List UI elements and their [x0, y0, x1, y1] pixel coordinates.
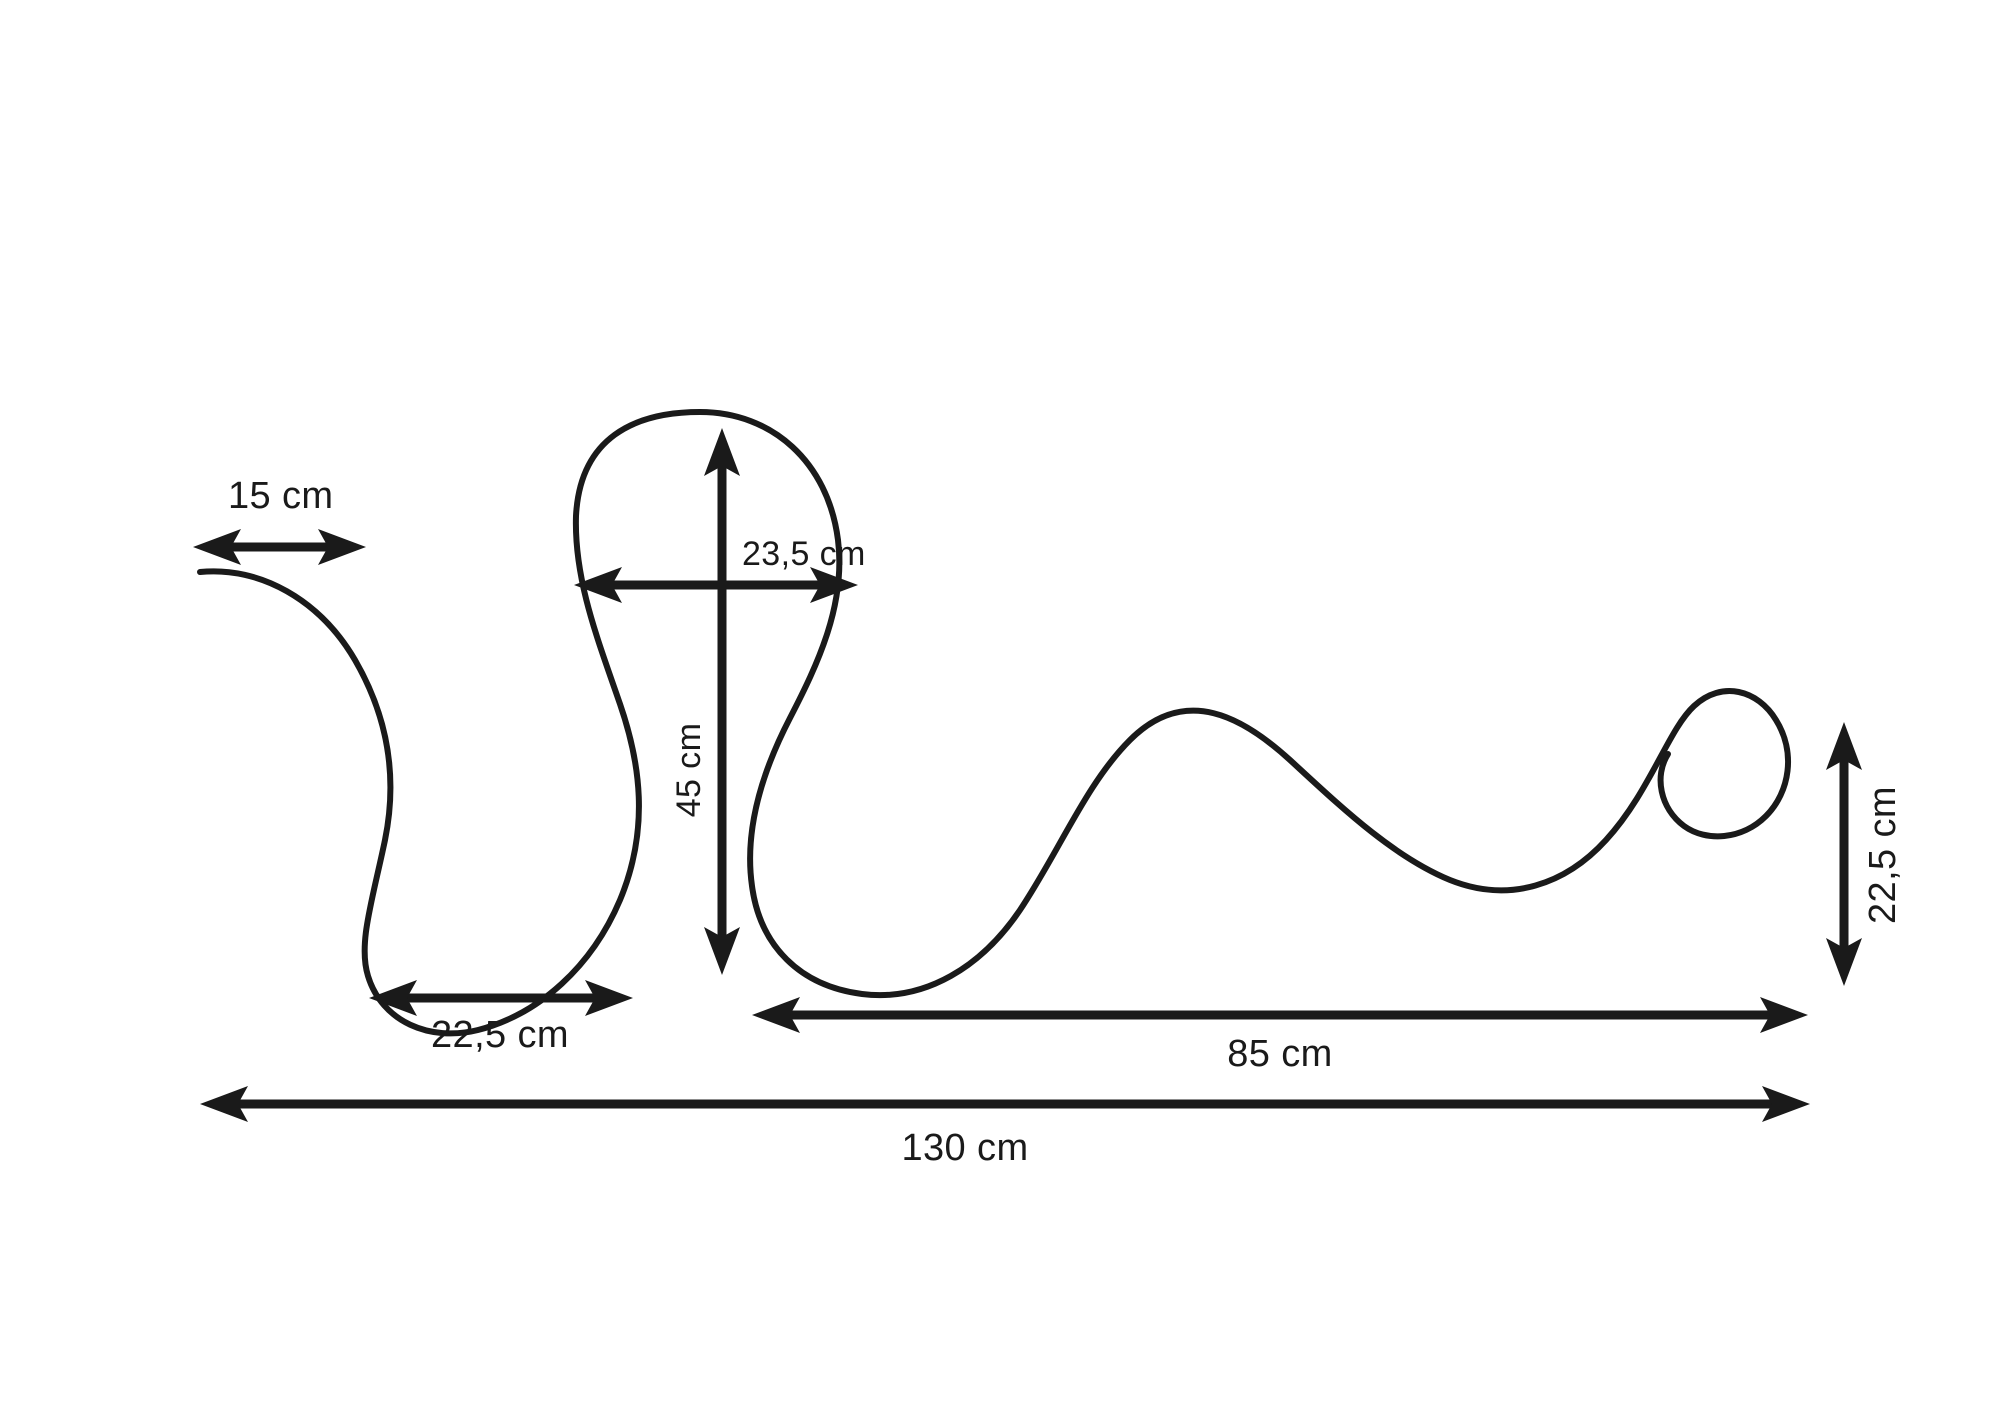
dimension-label-22-5cm-right: 22,5 cm	[1862, 786, 1904, 924]
arrow-head-left-22-5cm-left	[369, 980, 417, 1016]
dimension-label-85cm: 85 cm	[1227, 1033, 1332, 1075]
arrow-head-left-85cm	[752, 997, 800, 1033]
arrow-head-left-15cm	[193, 529, 241, 565]
arrow-head-right-23-5cm	[810, 567, 858, 603]
arrow-head-right-85cm	[1760, 997, 1808, 1033]
arrow-head-left-23-5cm	[574, 567, 622, 603]
dimension-22-5cm-left: 22,5 cm	[369, 980, 633, 1056]
snake-outline-group	[197, 409, 1791, 1037]
arrow-head-right-15cm	[318, 529, 366, 565]
arrow-head-bottom-45cm	[704, 927, 740, 975]
dimension-label-130cm: 130 cm	[901, 1127, 1028, 1169]
dimension-45cm: 45 cm	[670, 428, 740, 975]
dimension-label-23-5cm: 23,5 cm	[742, 535, 866, 573]
dimension-label-15cm: 15 cm	[228, 475, 333, 517]
arrow-head-bottom-22-5cm-right	[1826, 938, 1862, 986]
dimension-85cm: 85 cm	[752, 997, 1808, 1075]
dimension-label-22-5cm-left: 22,5 cm	[431, 1014, 569, 1056]
dimension-23-5cm: 23,5 cm	[574, 535, 866, 603]
snake-body-path	[197, 409, 1791, 1037]
dimension-22-5cm-right: 22,5 cm	[1826, 722, 1904, 986]
dimension-label-45cm: 45 cm	[670, 723, 708, 818]
dimension-130cm: 130 cm	[200, 1086, 1810, 1169]
arrow-head-top-22-5cm-right	[1826, 722, 1862, 770]
arrow-head-right-130cm	[1762, 1086, 1810, 1122]
dimension-15cm: 15 cm	[193, 475, 366, 565]
arrow-head-top-45cm	[704, 428, 740, 476]
arrow-head-left-130cm	[200, 1086, 248, 1122]
arrow-head-right-22-5cm-left	[585, 980, 633, 1016]
